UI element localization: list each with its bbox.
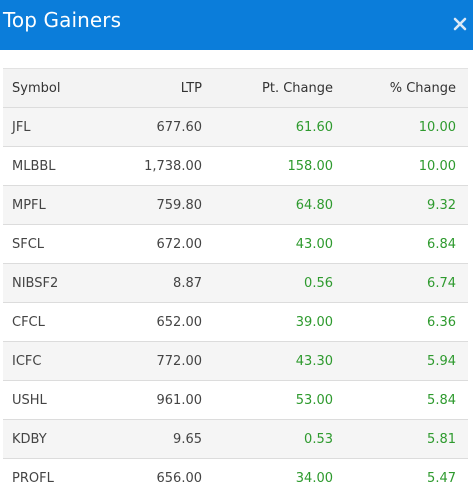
cell-ltp: 672.00 xyxy=(103,224,202,264)
table-row[interactable]: CFCL 652.00 39.00 6.36 xyxy=(3,302,468,342)
cell-ltp: 9.65 xyxy=(103,419,202,459)
cell-pt-change: 39.00 xyxy=(202,302,333,342)
table-row[interactable]: MLBBL 1,738.00 158.00 10.00 xyxy=(3,146,468,186)
close-button[interactable] xyxy=(450,13,470,35)
modal-header: Top Gainers xyxy=(0,0,473,50)
table-row[interactable]: MPFL 759.80 64.80 9.32 xyxy=(3,185,468,225)
column-header-pct-change[interactable]: % Change xyxy=(333,68,468,108)
table-row[interactable]: JFL 677.60 61.60 10.00 xyxy=(3,107,468,147)
cell-symbol: MLBBL xyxy=(3,146,103,186)
table-row[interactable]: KDBY 9.65 0.53 5.81 xyxy=(3,419,468,459)
cell-ltp: 677.60 xyxy=(103,107,202,147)
cell-symbol: JFL xyxy=(3,107,103,147)
cell-pct-change: 9.32 xyxy=(333,185,468,225)
cell-pt-change: 64.80 xyxy=(202,185,333,225)
cell-symbol: PROFL xyxy=(3,458,103,493)
cell-pt-change: 53.00 xyxy=(202,380,333,420)
cell-ltp: 772.00 xyxy=(103,341,202,381)
cell-pct-change: 10.00 xyxy=(333,107,468,147)
cell-pt-change: 34.00 xyxy=(202,458,333,493)
cell-symbol: ICFC xyxy=(3,341,103,381)
cell-ltp: 1,738.00 xyxy=(103,146,202,186)
cell-ltp: 759.80 xyxy=(103,185,202,225)
cell-symbol: USHL xyxy=(3,380,103,420)
cell-pct-change: 6.74 xyxy=(333,263,468,303)
table-row[interactable]: PROFL 656.00 34.00 5.47 xyxy=(3,458,468,493)
cell-ltp: 961.00 xyxy=(103,380,202,420)
table-row[interactable]: NIBSF2 8.87 0.56 6.74 xyxy=(3,263,468,303)
table-header-row: Symbol LTP Pt. Change % Change xyxy=(3,68,468,108)
cell-pt-change: 0.53 xyxy=(202,419,333,459)
cell-pt-change: 43.30 xyxy=(202,341,333,381)
table-row[interactable]: ICFC 772.00 43.30 5.94 xyxy=(3,341,468,381)
cell-symbol: CFCL xyxy=(3,302,103,342)
gainers-table: Symbol LTP Pt. Change % Change JFL 677.6… xyxy=(3,68,468,493)
table-row[interactable]: USHL 961.00 53.00 5.84 xyxy=(3,380,468,420)
close-icon xyxy=(453,17,467,31)
cell-pt-change: 0.56 xyxy=(202,263,333,303)
cell-symbol: MPFL xyxy=(3,185,103,225)
column-header-symbol[interactable]: Symbol xyxy=(3,68,103,108)
cell-symbol: SFCL xyxy=(3,224,103,264)
cell-symbol: NIBSF2 xyxy=(3,263,103,303)
column-header-ltp[interactable]: LTP xyxy=(103,68,202,108)
cell-ltp: 652.00 xyxy=(103,302,202,342)
cell-pt-change: 61.60 xyxy=(202,107,333,147)
cell-pct-change: 5.81 xyxy=(333,419,468,459)
cell-symbol: KDBY xyxy=(3,419,103,459)
cell-pct-change: 5.84 xyxy=(333,380,468,420)
column-header-pt-change[interactable]: Pt. Change xyxy=(202,68,333,108)
cell-ltp: 656.00 xyxy=(103,458,202,493)
gainers-table-container: Symbol LTP Pt. Change % Change JFL 677.6… xyxy=(3,68,468,493)
modal-title: Top Gainers xyxy=(3,8,122,32)
cell-pct-change: 5.47 xyxy=(333,458,468,493)
table-row[interactable]: SFCL 672.00 43.00 6.84 xyxy=(3,224,468,264)
cell-ltp: 8.87 xyxy=(103,263,202,303)
cell-pct-change: 6.84 xyxy=(333,224,468,264)
cell-pct-change: 5.94 xyxy=(333,341,468,381)
cell-pt-change: 43.00 xyxy=(202,224,333,264)
cell-pct-change: 10.00 xyxy=(333,146,468,186)
cell-pct-change: 6.36 xyxy=(333,302,468,342)
cell-pt-change: 158.00 xyxy=(202,146,333,186)
